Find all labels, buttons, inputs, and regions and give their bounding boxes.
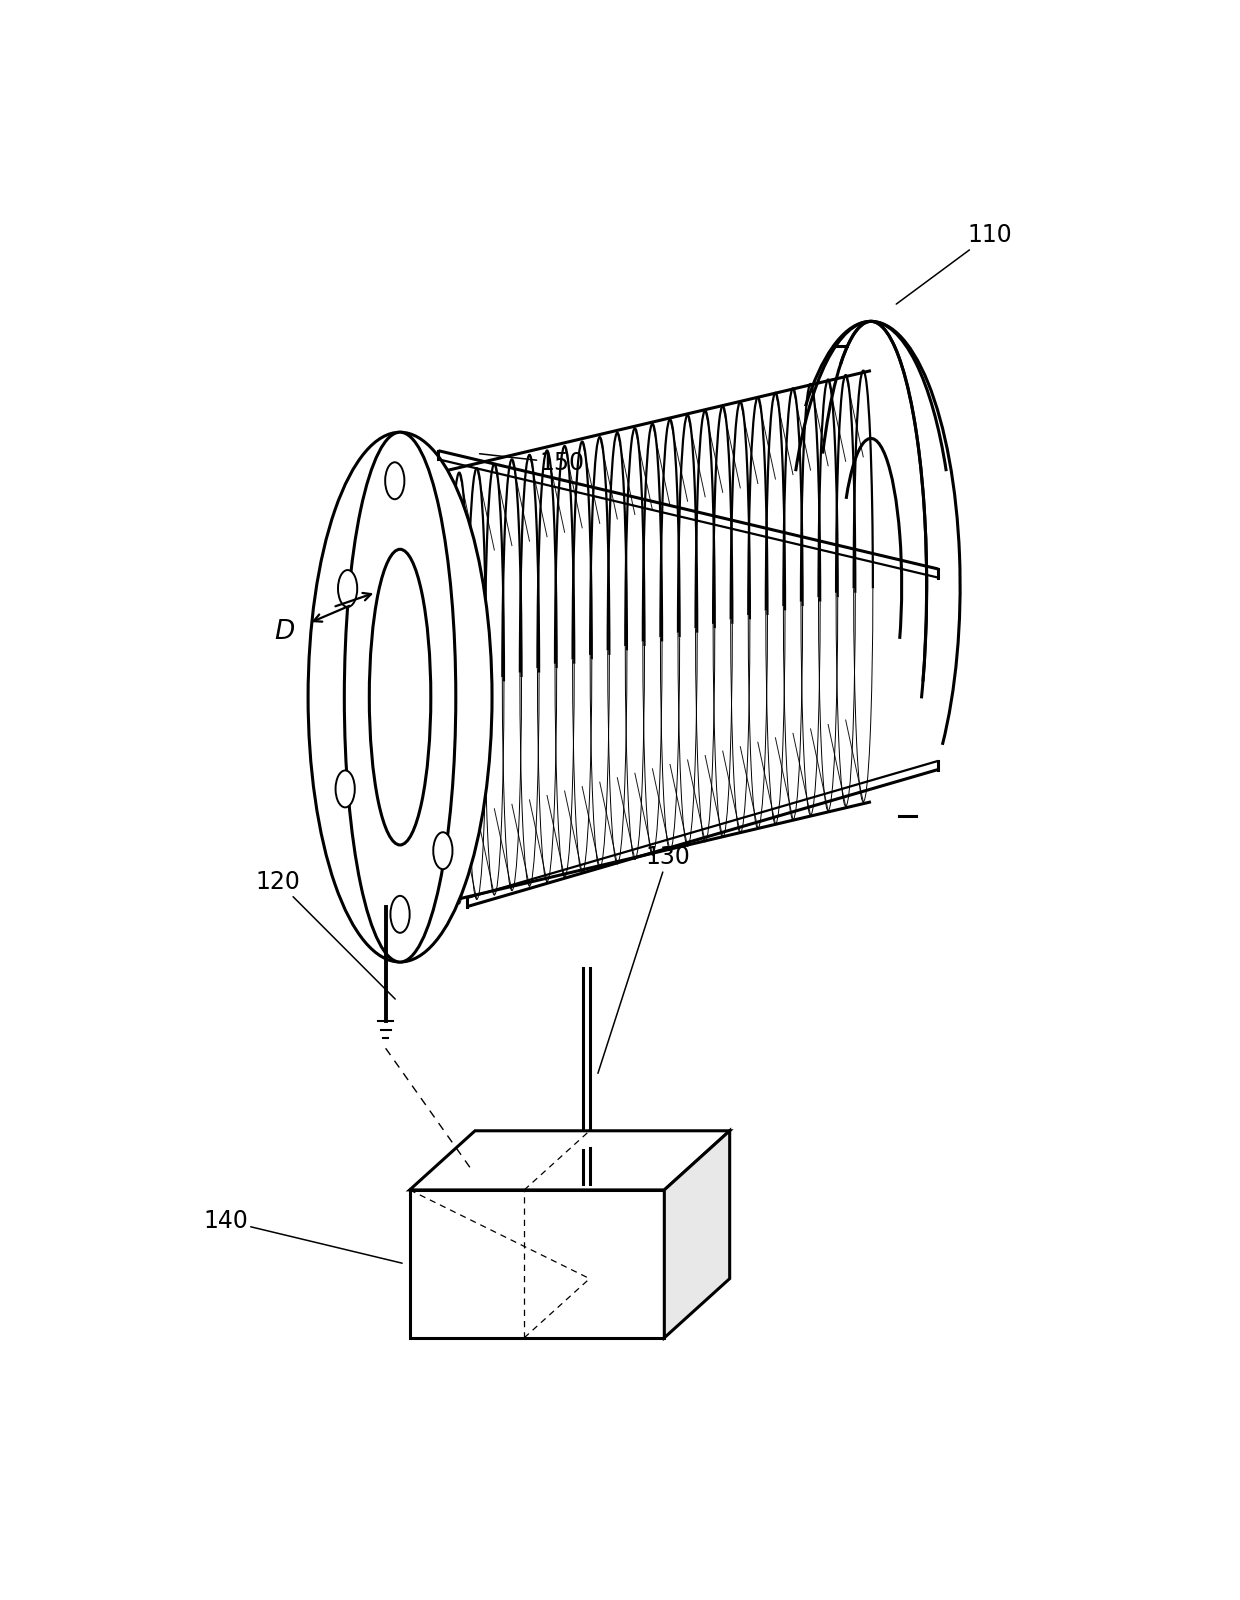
Ellipse shape (386, 462, 404, 499)
Ellipse shape (345, 432, 456, 962)
Ellipse shape (339, 570, 357, 606)
Text: 120: 120 (255, 870, 396, 998)
Polygon shape (665, 1131, 729, 1338)
Polygon shape (409, 1131, 729, 1190)
Text: 110: 110 (897, 222, 1012, 304)
Ellipse shape (370, 549, 430, 845)
Ellipse shape (308, 432, 492, 962)
Text: D: D (274, 619, 295, 645)
Polygon shape (409, 1190, 665, 1338)
Text: 130: 130 (598, 845, 689, 1074)
Ellipse shape (391, 896, 409, 933)
Text: 140: 140 (203, 1208, 402, 1262)
Ellipse shape (336, 771, 355, 808)
Ellipse shape (433, 832, 453, 869)
Text: 150: 150 (480, 451, 584, 475)
